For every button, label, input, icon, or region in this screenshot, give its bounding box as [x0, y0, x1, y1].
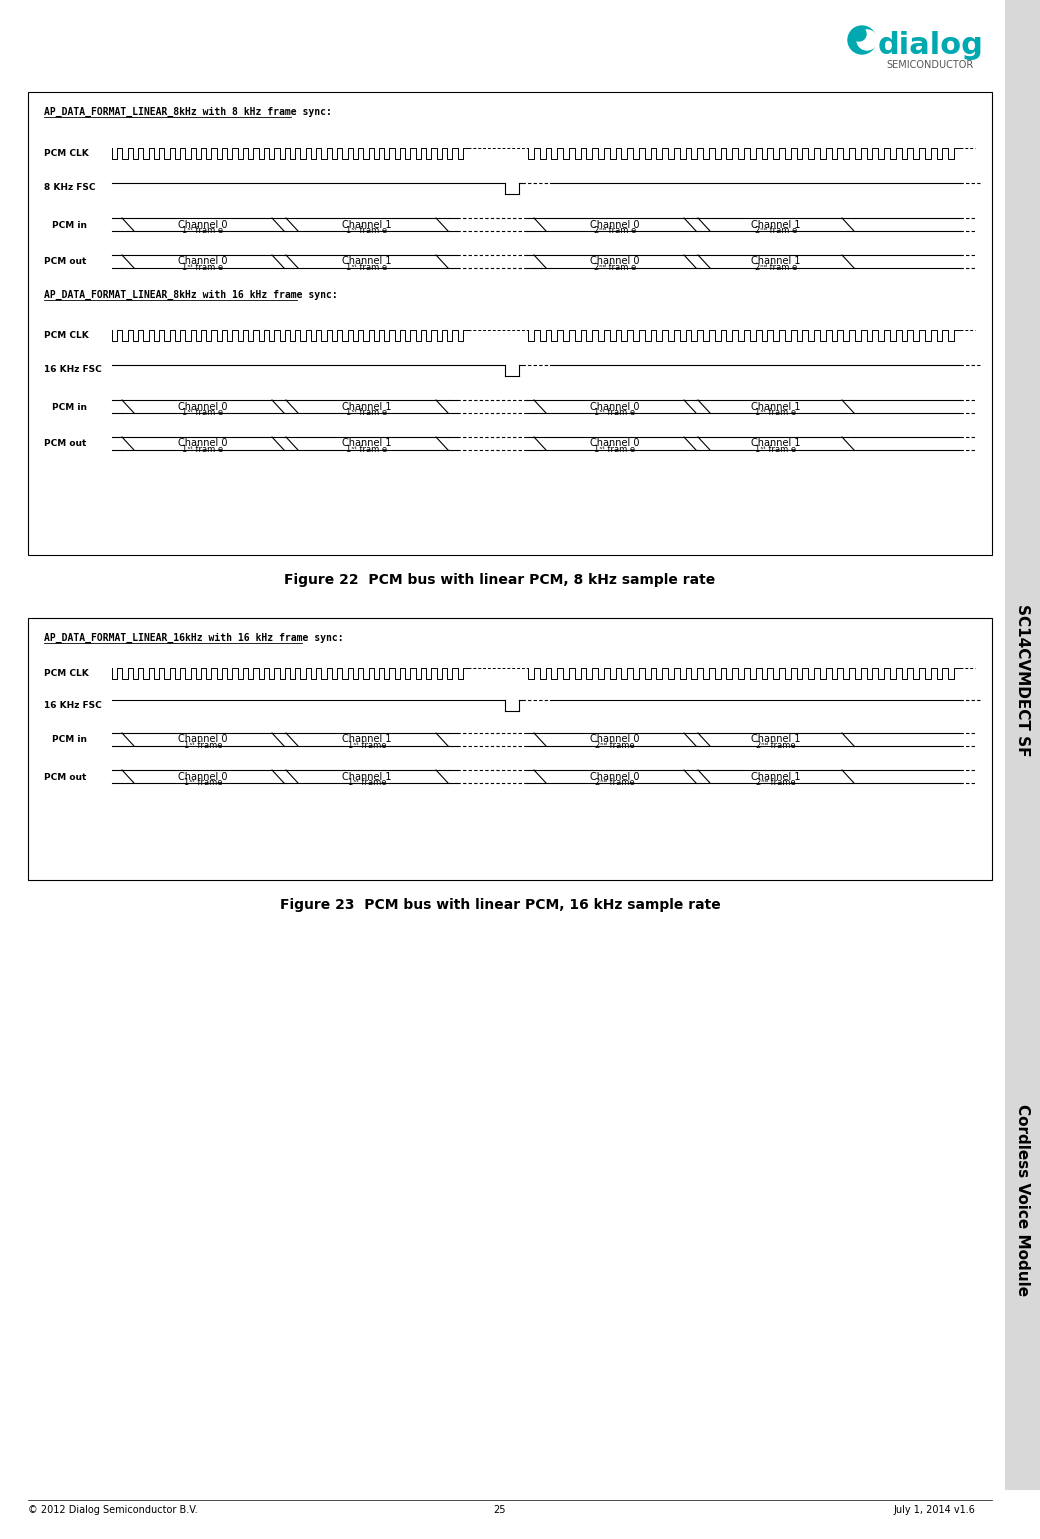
- Text: 1ˢᵗ fram e: 1ˢᵗ fram e: [346, 408, 388, 417]
- Text: Channel 1: Channel 1: [751, 734, 801, 745]
- Text: SC14CVMDECT SF: SC14CVMDECT SF: [1014, 603, 1030, 756]
- Text: Channel 1: Channel 1: [751, 257, 801, 266]
- Text: SEMICONDUCTOR: SEMICONDUCTOR: [886, 60, 973, 69]
- Text: 1ˢᵗ fram e: 1ˢᵗ fram e: [182, 408, 224, 417]
- Text: Channel 1: Channel 1: [342, 734, 392, 745]
- Text: Channel 0: Channel 0: [591, 220, 640, 229]
- Text: AP_DATA_FORMAT_LINEAR_8kHz with 8 kHz frame sync:: AP_DATA_FORMAT_LINEAR_8kHz with 8 kHz fr…: [44, 106, 332, 117]
- Text: 16 KHz FSC: 16 KHz FSC: [44, 365, 102, 374]
- Text: 2ⁿᵈ fram e: 2ⁿᵈ fram e: [755, 263, 797, 272]
- Text: Channel 0: Channel 0: [591, 257, 640, 266]
- Text: 8 KHz FSC: 8 KHz FSC: [44, 183, 96, 192]
- Text: Channel 0: Channel 0: [178, 257, 228, 266]
- Text: 1ˢᵗ fram e: 1ˢᵗ fram e: [346, 226, 388, 235]
- Circle shape: [848, 26, 876, 54]
- Text: PCM in: PCM in: [52, 736, 87, 745]
- Text: 16 KHz FSC: 16 KHz FSC: [44, 700, 102, 709]
- Circle shape: [857, 29, 877, 49]
- Text: © 2012 Dialog Semiconductor B.V.: © 2012 Dialog Semiconductor B.V.: [28, 1505, 198, 1514]
- Text: PCM CLK: PCM CLK: [44, 331, 88, 340]
- Text: 1ˢᵗ fram e: 1ˢᵗ fram e: [595, 445, 635, 454]
- Bar: [28, 92, 992, 556]
- Text: 1ˢᵗ fram e: 1ˢᵗ fram e: [182, 263, 224, 272]
- Text: Channel 0: Channel 0: [178, 439, 228, 448]
- Text: Channel 1: Channel 1: [342, 439, 392, 448]
- Text: 1ˢᵗ frame: 1ˢᵗ frame: [184, 740, 223, 749]
- Text: Channel 1: Channel 1: [751, 439, 801, 448]
- Text: PCM out: PCM out: [44, 773, 86, 782]
- Text: Channel 0: Channel 0: [178, 402, 228, 411]
- Text: AP_DATA_FORMAT_LINEAR_16kHz with 16 kHz frame sync:: AP_DATA_FORMAT_LINEAR_16kHz with 16 kHz …: [44, 633, 343, 643]
- Text: 1ˢᵗ fram e: 1ˢᵗ fram e: [182, 226, 224, 235]
- Text: PCM out: PCM out: [44, 257, 86, 266]
- Text: PCM out: PCM out: [44, 440, 86, 448]
- Text: PCM in: PCM in: [52, 220, 87, 229]
- Text: AP_DATA_FORMAT_LINEAR_8kHz with 16 kHz frame sync:: AP_DATA_FORMAT_LINEAR_8kHz with 16 kHz f…: [44, 289, 338, 300]
- Text: 2ⁿᵈ frame: 2ⁿᵈ frame: [756, 740, 796, 749]
- Text: 2ⁿᵈ frame: 2ⁿᵈ frame: [595, 779, 634, 786]
- Text: Channel 0: Channel 0: [178, 734, 228, 745]
- Text: Figure 23  PCM bus with linear PCM, 16 kHz sample rate: Figure 23 PCM bus with linear PCM, 16 kH…: [280, 897, 721, 913]
- Text: Channel 0: Channel 0: [178, 220, 228, 229]
- Text: 1ˢᵗ frame: 1ˢᵗ frame: [184, 779, 223, 786]
- Text: PCM CLK: PCM CLK: [44, 668, 88, 677]
- Circle shape: [852, 28, 866, 42]
- Text: Channel 1: Channel 1: [751, 402, 801, 411]
- Bar: [1005, 0, 1040, 1490]
- Text: 2ⁿᵈ frame: 2ⁿᵈ frame: [595, 740, 634, 749]
- Text: 1ˢᵗ fram e: 1ˢᵗ fram e: [346, 263, 388, 272]
- Text: Channel 1: Channel 1: [342, 771, 392, 782]
- Text: Channel 1: Channel 1: [342, 220, 392, 229]
- Text: Channel 0: Channel 0: [591, 439, 640, 448]
- Text: 2ⁿᵈ fram e: 2ⁿᵈ fram e: [755, 226, 797, 235]
- Text: 2ⁿᵈ fram e: 2ⁿᵈ fram e: [594, 263, 636, 272]
- Text: 25: 25: [494, 1505, 506, 1514]
- Text: July 1, 2014 v1.6: July 1, 2014 v1.6: [893, 1505, 976, 1514]
- Text: Channel 1: Channel 1: [751, 771, 801, 782]
- Text: Channel 0: Channel 0: [178, 771, 228, 782]
- Text: Channel 1: Channel 1: [751, 220, 801, 229]
- Text: 2ⁿᵈ frame: 2ⁿᵈ frame: [756, 779, 796, 786]
- Text: 1ˢᵗ fram e: 1ˢᵗ fram e: [182, 445, 224, 454]
- Text: 1ˢᵗ frame: 1ˢᵗ frame: [347, 779, 386, 786]
- Text: 1ˢᵗ fram e: 1ˢᵗ fram e: [755, 445, 797, 454]
- Bar: [28, 619, 992, 880]
- Text: 2ⁿᵈ fram e: 2ⁿᵈ fram e: [594, 226, 636, 235]
- Text: dialog: dialog: [878, 31, 984, 60]
- Text: 1ˢᵗ frame: 1ˢᵗ frame: [347, 740, 386, 749]
- Text: Cordless Voice Module: Cordless Voice Module: [1014, 1103, 1030, 1296]
- Text: 1ˢᵗ fram e: 1ˢᵗ fram e: [755, 408, 797, 417]
- Text: Channel 0: Channel 0: [591, 402, 640, 411]
- Text: Channel 0: Channel 0: [591, 771, 640, 782]
- Text: Channel 1: Channel 1: [342, 257, 392, 266]
- Text: 1ˢᵗ fram e: 1ˢᵗ fram e: [346, 445, 388, 454]
- Text: PCM CLK: PCM CLK: [44, 148, 88, 157]
- Text: PCM in: PCM in: [52, 403, 87, 411]
- Text: 1ˢᵗ fram e: 1ˢᵗ fram e: [595, 408, 635, 417]
- Text: Channel 0: Channel 0: [591, 734, 640, 745]
- Text: Channel 1: Channel 1: [342, 402, 392, 411]
- Text: Figure 22  PCM bus with linear PCM, 8 kHz sample rate: Figure 22 PCM bus with linear PCM, 8 kHz…: [284, 573, 716, 586]
